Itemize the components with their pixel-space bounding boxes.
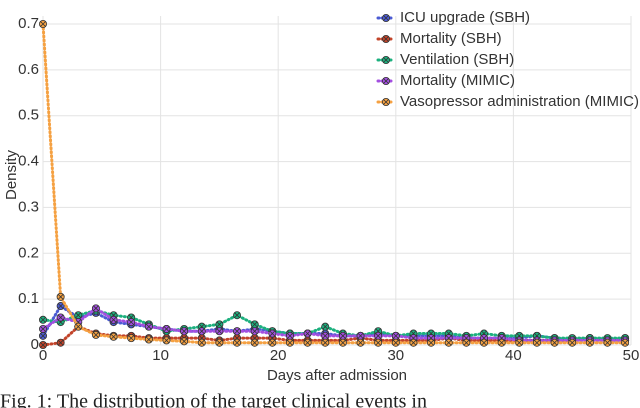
data-point	[39, 324, 48, 333]
x-tick-label: 20	[270, 347, 287, 364]
data-point	[144, 335, 153, 344]
data-point	[250, 320, 259, 329]
data-point	[391, 331, 400, 340]
data-point	[462, 338, 471, 347]
data-point	[127, 334, 136, 343]
data-point	[515, 338, 524, 347]
data-point	[303, 329, 312, 338]
y-tick-label: 0.4	[18, 153, 39, 170]
data-point	[74, 322, 83, 331]
data-point	[91, 304, 100, 313]
grid	[42, 16, 632, 346]
y-axis-label: Density	[3, 149, 20, 200]
legend-label: Vasopressor administration (MIMIC)	[400, 93, 639, 110]
data-point	[444, 338, 453, 347]
legend: ICU upgrade (SBH) Mortality (SBH) Ventilat…	[376, 9, 639, 110]
legend-label: ICU upgrade (SBH)	[400, 9, 530, 26]
data-point	[603, 338, 612, 347]
data-point	[532, 338, 541, 347]
y-tick-label: 0.2	[18, 244, 39, 261]
data-point	[268, 338, 277, 347]
y-tick-label: 0.6	[18, 61, 39, 78]
data-line	[41, 309, 627, 340]
data-point	[374, 338, 383, 347]
data-point	[56, 302, 65, 311]
data-point	[356, 331, 365, 340]
data-point	[356, 338, 365, 347]
data-point	[381, 13, 390, 22]
data-point	[39, 340, 48, 349]
data-point	[479, 338, 488, 347]
data-point	[162, 324, 171, 333]
data-point	[39, 19, 48, 28]
x-tick-label: 10	[152, 347, 169, 364]
data-point	[180, 337, 189, 346]
data-point	[381, 35, 390, 44]
data-point	[39, 315, 48, 324]
legend-label: Mortality (SBH)	[400, 30, 502, 47]
data-point	[233, 311, 242, 320]
data-point	[321, 331, 330, 340]
data-point	[109, 315, 118, 324]
data-point	[144, 322, 153, 331]
data-point	[180, 327, 189, 336]
data-point	[381, 98, 390, 107]
data-point	[215, 320, 224, 329]
data-point	[427, 338, 436, 347]
x-axis-label: Days after admission	[267, 367, 407, 384]
y-tick-label: 0.1	[18, 290, 39, 307]
data-point	[374, 331, 383, 340]
x-tick-label: 30	[387, 347, 404, 364]
data-point	[233, 327, 242, 336]
data-point	[162, 336, 171, 345]
legend-label: Mortality (MIMIC)	[400, 72, 515, 89]
data-point	[321, 322, 330, 331]
data-point	[56, 292, 65, 301]
x-tick-label: 50	[623, 347, 640, 364]
data-line	[41, 22, 627, 345]
data-point	[381, 77, 390, 86]
data-point	[285, 331, 294, 340]
data-point	[250, 338, 259, 347]
data-point	[338, 338, 347, 347]
data-point	[109, 332, 118, 341]
data-point	[585, 338, 594, 347]
data-point	[215, 338, 224, 347]
data-point	[91, 330, 100, 339]
data-line	[41, 306, 627, 342]
x-tick-label: 40	[505, 347, 522, 364]
y-tick-label: 0	[31, 336, 39, 353]
data-point	[39, 331, 48, 340]
data-point	[550, 338, 559, 347]
x-tick-label: 0	[39, 347, 47, 364]
data-point	[56, 338, 65, 347]
data-point	[391, 338, 400, 347]
data-point	[197, 338, 206, 347]
data-point	[74, 311, 83, 320]
data-point	[381, 56, 390, 65]
legend-label: Ventilation (SBH)	[400, 51, 514, 68]
data-point	[127, 318, 136, 327]
data-point	[621, 338, 630, 347]
data-point	[250, 327, 259, 336]
data-point	[497, 338, 506, 347]
y-tick-label: 0.7	[18, 15, 39, 32]
data-point	[56, 313, 65, 322]
series	[39, 19, 630, 347]
data-point	[338, 331, 347, 340]
y-tick-label: 0.5	[18, 107, 39, 124]
data-point	[197, 327, 206, 336]
data-point	[321, 338, 330, 347]
data-point	[233, 338, 242, 347]
data-point	[215, 327, 224, 336]
data-point	[568, 338, 577, 347]
data-point	[285, 338, 294, 347]
data-point	[409, 338, 418, 347]
data-point	[268, 329, 277, 338]
y-tick-label: 0.3	[18, 198, 39, 215]
data-point	[303, 338, 312, 347]
caption: Fig. 1: The distribution of the target c…	[0, 391, 427, 408]
